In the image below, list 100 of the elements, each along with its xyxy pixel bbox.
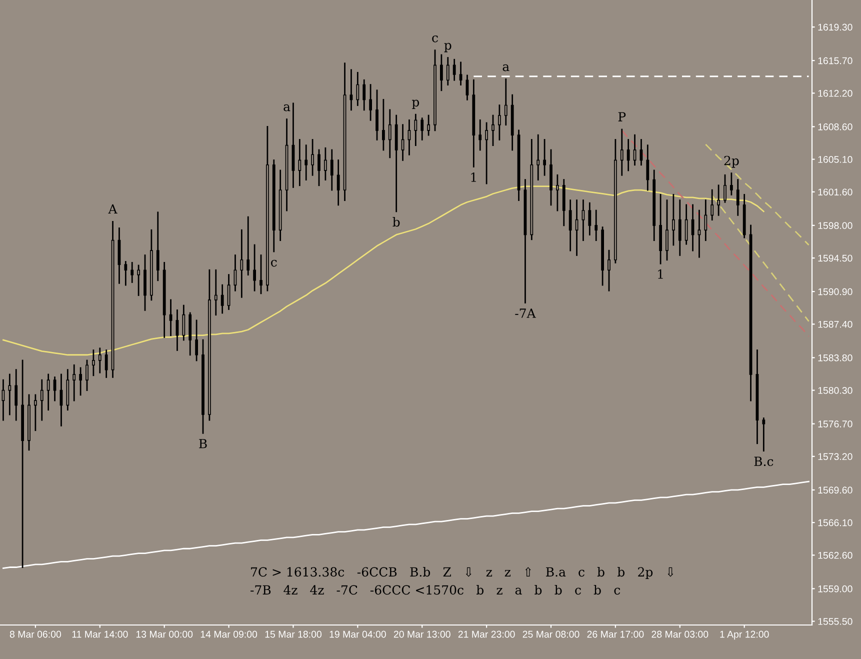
annotation: c (432, 35, 438, 42)
candlestick (414, 114, 418, 146)
annotation: 4z (284, 585, 298, 594)
candlestick (34, 394, 37, 432)
candlestick (137, 264, 140, 296)
annotation: b (597, 566, 604, 577)
x-tick-label: 15 Mar 18:00 (265, 630, 322, 638)
y-tick-label: 1615.70 (818, 57, 852, 64)
candlestick (298, 139, 302, 186)
candlestick (666, 200, 668, 261)
candlestick (730, 172, 733, 196)
annotation: p (412, 100, 420, 110)
candlestick (492, 114, 494, 146)
candlestick (698, 210, 701, 258)
candlestick (427, 114, 430, 136)
y-tick-label: 1555.50 (818, 618, 852, 625)
annotation: a (515, 588, 522, 595)
y-tick-label: 1605.10 (818, 156, 852, 163)
candlestick (214, 269, 218, 316)
annotation: P (618, 112, 626, 122)
annotation: c (614, 588, 620, 595)
annotation: z (504, 570, 511, 576)
candlestick (356, 72, 360, 106)
annotation: 2p (638, 567, 653, 580)
y-tick-label: 1566.10 (818, 519, 852, 526)
annotation: -7C (336, 585, 358, 595)
candlestick (382, 98, 385, 151)
y-tick-label: 1619.30 (818, 24, 852, 31)
annotation: A (108, 204, 118, 214)
candlestick (388, 109, 392, 158)
line-series (621, 130, 810, 337)
annotation: B.a (546, 567, 566, 577)
candlestick (608, 250, 610, 292)
annotation: ⇧ (526, 567, 531, 576)
candlestick (717, 184, 720, 216)
candlestick (620, 128, 624, 176)
x-tick-label: 13 Mar 00:00 (136, 630, 193, 638)
annotation: b (594, 584, 601, 595)
candlestick (86, 360, 88, 391)
y-tick-label: 1576.70 (818, 420, 852, 428)
x-tick-label: 1 Apr 12:00 (720, 630, 769, 640)
candlestick (336, 160, 340, 206)
annotation: p (444, 42, 452, 52)
annotation: c (578, 570, 584, 577)
y-tick-label: 1608.60 (818, 123, 852, 130)
candlestick (240, 229, 244, 298)
candlestick (253, 244, 256, 292)
y-tick-label: 1590.90 (818, 288, 852, 296)
candlestick (311, 139, 314, 176)
candlestick (304, 144, 308, 180)
annotation: B (199, 439, 207, 448)
candlestick (324, 147, 327, 180)
annotation: b (617, 566, 624, 577)
annotation: z (496, 588, 502, 594)
annotation: 1 (471, 172, 476, 182)
candlestick (246, 216, 250, 276)
candlestick (8, 374, 12, 416)
annotation: b (476, 584, 484, 595)
candlestick (710, 189, 714, 221)
candlestick (79, 367, 82, 396)
candlestick (420, 118, 424, 140)
y-tick-label: 1562.60 (818, 552, 852, 559)
candlestick (626, 139, 630, 172)
candlestick (568, 200, 572, 252)
annotation: -6CCB (357, 567, 397, 577)
annotation: a (502, 64, 510, 72)
annotation: a (284, 104, 290, 112)
x-tick-label: 28 Mar 03:00 (652, 630, 708, 638)
candlestick (459, 62, 462, 86)
candlestick (498, 104, 501, 140)
candlestick (536, 134, 540, 180)
line-series (2, 186, 764, 356)
annotation: -6CCC <1570c (370, 585, 464, 595)
candlestick (220, 284, 224, 314)
candlestick (646, 144, 650, 191)
candlestick (318, 149, 320, 186)
x-tick-label: 25 Mar 08:00 (522, 630, 580, 638)
candlestick (446, 57, 450, 86)
candlestick (543, 139, 546, 176)
x-tick-label: 11 Mar 14:00 (72, 630, 128, 638)
candlestick (556, 174, 559, 212)
annotation: z (486, 570, 492, 576)
candlestick (704, 200, 708, 242)
y-tick-label: 1598.00 (818, 222, 852, 230)
candlestick (362, 79, 366, 111)
candlestick (195, 320, 198, 362)
candlestick (369, 84, 372, 121)
y-tick-label: 1594.50 (818, 254, 852, 262)
candlestick (156, 212, 160, 282)
x-tick-label: 14 Mar 09:00 (200, 630, 258, 638)
y-tick-label: 1559.00 (818, 585, 852, 592)
candlestick (124, 261, 128, 286)
y-tick-label: 1580.30 (818, 387, 852, 394)
y-tick-label: 1583.80 (818, 354, 852, 362)
annotation: b (554, 584, 562, 595)
candlestick (485, 122, 488, 184)
candlestick (376, 90, 378, 140)
candlestick (504, 78, 508, 126)
candlestick (260, 254, 262, 294)
candlestick (130, 262, 134, 283)
